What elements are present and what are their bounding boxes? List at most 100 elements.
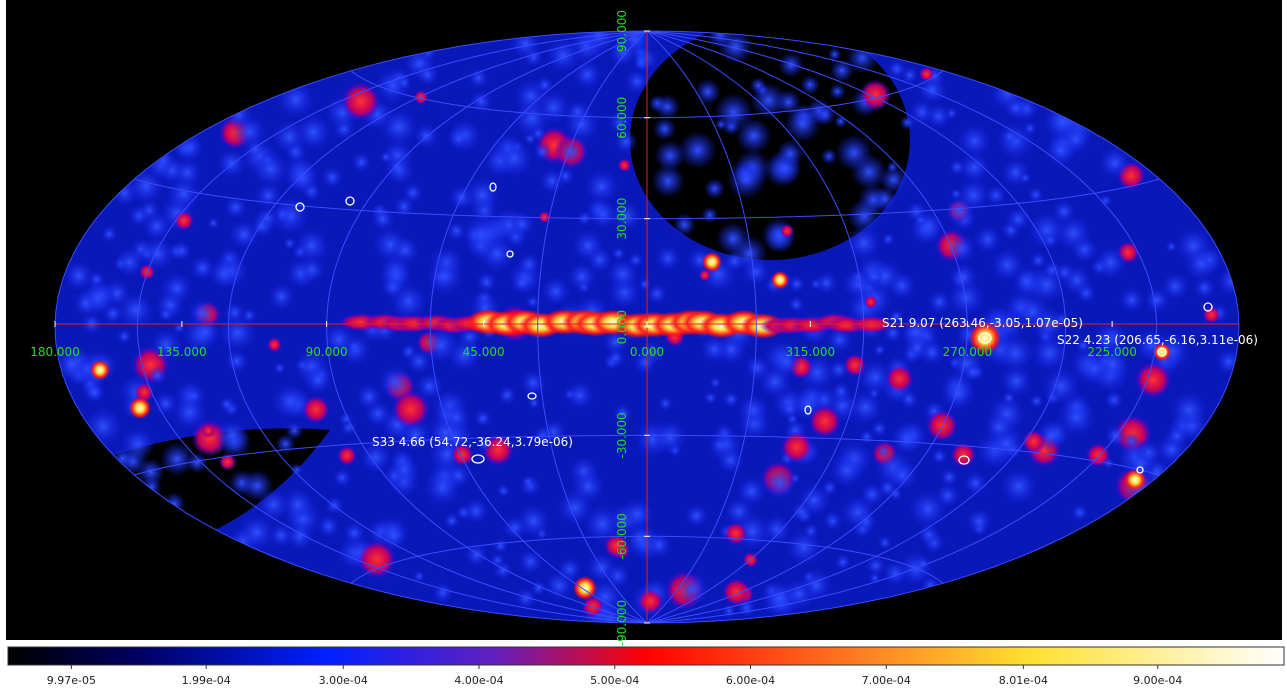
- emission-blob: [524, 48, 544, 68]
- emission-blob: [73, 290, 99, 316]
- emission-blob: [949, 159, 966, 176]
- emission-blob: [606, 257, 640, 291]
- emission-blob: [389, 454, 420, 485]
- emission-blob: [508, 210, 535, 237]
- emission-blob: [815, 271, 838, 294]
- emission-blob: [1070, 235, 1098, 263]
- emission-blob: [447, 127, 469, 149]
- emission-blob: [533, 142, 551, 160]
- emission-blob: [885, 365, 913, 393]
- emission-blob: [1123, 432, 1141, 450]
- emission-blob: [704, 391, 718, 405]
- colorbar-tick-label: 5.00e-04: [590, 674, 639, 687]
- emission-blob: [973, 225, 1002, 254]
- emission-blob: [224, 301, 246, 323]
- emission-blob: [559, 140, 582, 163]
- colorbar-tick-label: 4.00e-04: [454, 674, 503, 687]
- emission-blob: [716, 222, 750, 256]
- colorbar-tick-label: 8.01e-04: [999, 674, 1048, 687]
- emission-blob: [101, 225, 118, 242]
- latitude-label: -60.000: [615, 513, 629, 559]
- emission-blob: [737, 394, 769, 426]
- emission-blob: [822, 511, 843, 532]
- emission-blob: [140, 236, 175, 271]
- emission-blob: [1002, 391, 1016, 405]
- emission-blob: [726, 160, 766, 200]
- emission-blob: [493, 561, 513, 581]
- source-label: S33 4.66 (54.72,-36.24,3.79e-06): [372, 435, 573, 449]
- emission-blob: [208, 258, 240, 290]
- emission-blob: [379, 108, 418, 147]
- longitude-label: 90.000: [306, 345, 348, 359]
- emission-blob: [299, 257, 325, 283]
- emission-blob: [117, 329, 132, 344]
- emission-blob: [397, 75, 411, 89]
- emission-blob: [653, 117, 676, 140]
- emission-blob: [380, 275, 405, 300]
- emission-blob: [341, 419, 357, 435]
- emission-blob: [1071, 504, 1089, 522]
- emission-blob: [232, 114, 267, 149]
- longitude-label: 0.000: [630, 345, 664, 359]
- emission-blob: [250, 215, 273, 238]
- emission-blob: [589, 199, 619, 229]
- emission-blob: [1086, 443, 1111, 468]
- emission-blob: [1022, 430, 1046, 454]
- emission-blob: [1042, 260, 1062, 280]
- colorbar-tick-label: 1.99e-04: [182, 674, 231, 687]
- emission-blob: [632, 52, 650, 70]
- emission-blob: [887, 460, 918, 491]
- emission-blob: [432, 582, 453, 603]
- emission-blob: [464, 176, 502, 214]
- emission-blob: [931, 448, 948, 465]
- emission-blob: [1184, 247, 1218, 281]
- emission-blob: [783, 578, 815, 610]
- emission-blob: [946, 233, 977, 264]
- emission-blob: [887, 271, 917, 301]
- emission-blob: [778, 52, 804, 78]
- longitude-label: 180.000: [30, 345, 80, 359]
- emission-blob: [856, 511, 877, 532]
- emission-blob: [965, 508, 992, 535]
- emission-blob: [672, 213, 696, 237]
- emission-blob: [337, 446, 357, 466]
- emission-blob: [694, 79, 721, 106]
- emission-blob: [945, 196, 975, 226]
- colorbar-tick-label: 9.00e-04: [1133, 674, 1182, 687]
- emission-blob: [877, 444, 890, 457]
- emission-blob: [186, 388, 202, 404]
- emission-blob: [865, 267, 884, 286]
- colorbar-tick-label: 3.00e-04: [319, 674, 368, 687]
- longitude-label: 315.000: [786, 345, 836, 359]
- emission-blob: [646, 532, 672, 558]
- emission-blob: [908, 489, 947, 528]
- emission-blob: [1000, 467, 1038, 505]
- emission-blob: [166, 176, 202, 212]
- emission-blob: [1019, 172, 1031, 184]
- emission-blob: [715, 118, 727, 130]
- emission-blob: [332, 468, 351, 487]
- emission-blob: [655, 245, 681, 271]
- emission-blob: [497, 385, 517, 405]
- emission-blob: [252, 150, 289, 187]
- emission-blob: [890, 422, 923, 455]
- emission-blob: [984, 412, 1015, 443]
- emission-blob: [624, 69, 649, 94]
- emission-blob: [788, 296, 805, 313]
- emission-blob: [860, 482, 885, 507]
- emission-blob: [704, 178, 725, 199]
- colorbar-tick-label: 9.97e-05: [47, 674, 96, 687]
- emission-blob: [496, 483, 511, 498]
- longitude-label: 135.000: [157, 345, 207, 359]
- emission-blob: [788, 275, 805, 292]
- emission-blob: [684, 504, 708, 528]
- emission-blob: [1161, 272, 1190, 301]
- emission-blob: [763, 466, 797, 500]
- emission-blob: [886, 161, 898, 173]
- longitude-label: 45.000: [463, 345, 505, 359]
- emission-blob: [148, 366, 167, 385]
- emission-blob: [443, 512, 460, 529]
- emission-blob: [808, 405, 841, 438]
- emission-blob: [606, 348, 626, 368]
- emission-blob: [502, 515, 527, 540]
